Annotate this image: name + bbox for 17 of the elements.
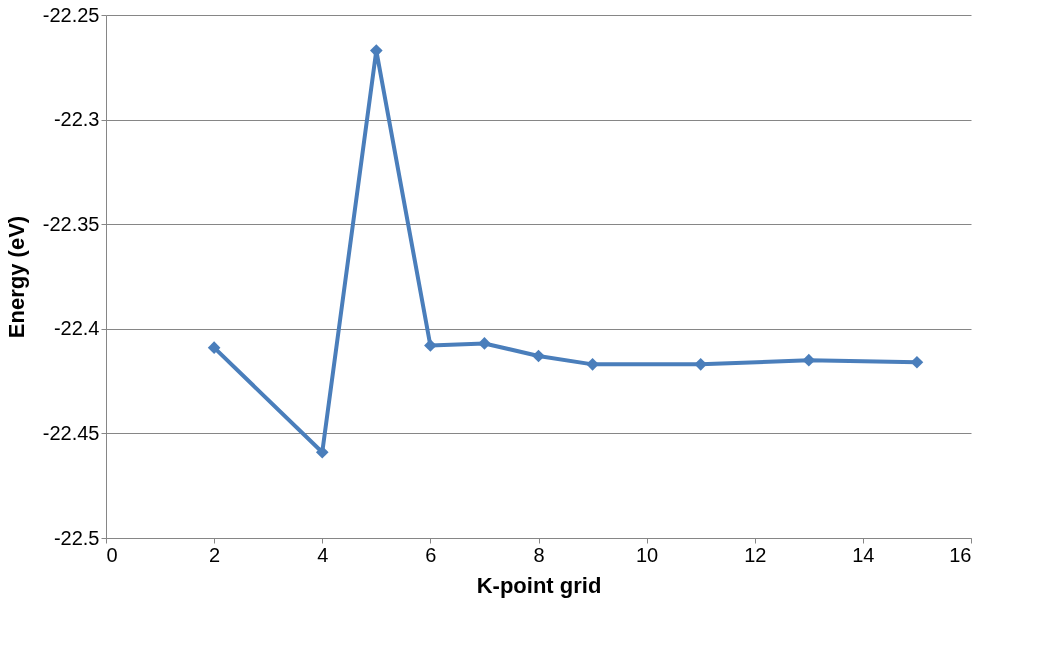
x-tick-label: 4 <box>317 543 329 566</box>
x-tick-label: 2 <box>209 543 221 566</box>
x-tick-label: 6 <box>425 543 437 566</box>
x-axis-title: K-point grid <box>476 572 602 598</box>
x-tick-label: 12 <box>744 543 767 566</box>
y-tick-label: -22.4 <box>53 317 100 340</box>
x-tick-label: 0 <box>106 543 118 566</box>
y-tick-label: -22.45 <box>42 421 100 444</box>
y-tick-label: -22.35 <box>42 212 100 235</box>
x-tick-label: 16 <box>949 543 972 566</box>
y-tick-label: -22.3 <box>53 108 100 131</box>
y-axis-title: Energy (eV) <box>3 215 29 339</box>
x-tick-label: 8 <box>533 543 545 566</box>
y-tick-label: -22.5 <box>53 526 100 549</box>
x-tick-label: 10 <box>636 543 659 566</box>
x-tick-label: 14 <box>852 543 875 566</box>
y-tick-label: -22.25 <box>42 3 100 26</box>
